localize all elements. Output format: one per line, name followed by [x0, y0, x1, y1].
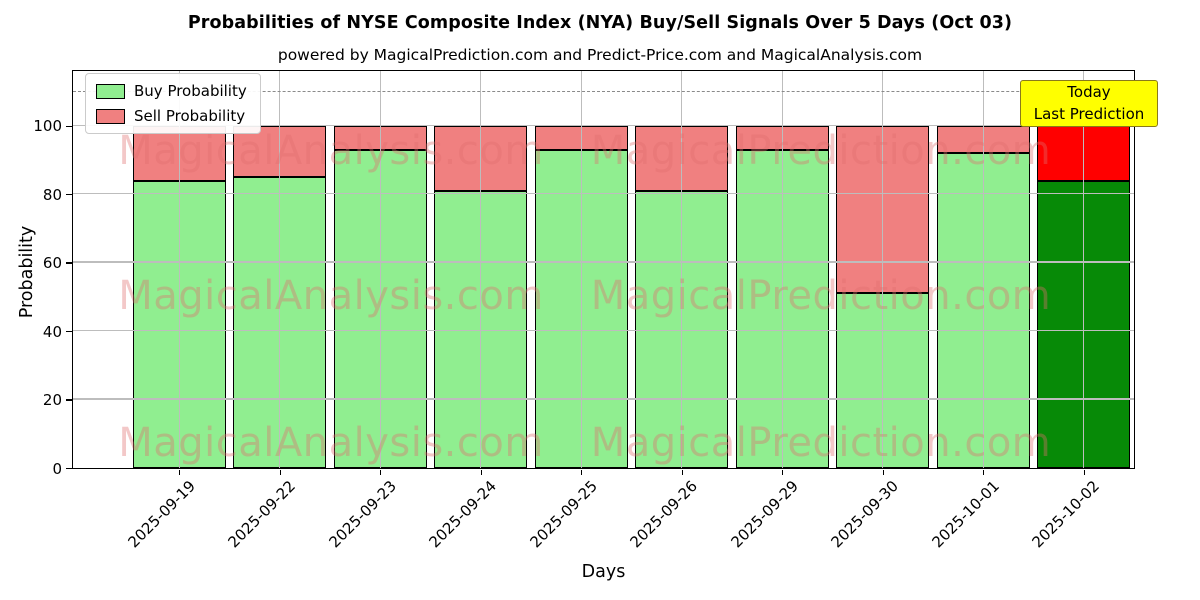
y-tick-label: 40 — [42, 322, 62, 341]
reference-dashed-line — [73, 90, 1134, 92]
chart-subtitle: powered by MagicalPrediction.com and Pre… — [277, 46, 923, 64]
y-axis-label: Probability — [17, 225, 37, 319]
x-gridline — [882, 71, 884, 468]
x-gridline — [781, 71, 783, 468]
legend-item-sell: Sell Probability — [96, 107, 247, 125]
today-annotation: Today Last Prediction — [1020, 80, 1158, 127]
y-tick-label: 80 — [42, 185, 62, 204]
watermark-text: MagicalPrediction.com — [590, 273, 1052, 319]
x-gridline — [1083, 71, 1085, 468]
watermark-text: MagicalPrediction.com — [590, 420, 1052, 466]
y-gridline — [73, 329, 1134, 332]
sell-color-swatch — [96, 108, 125, 124]
x-gridline — [178, 71, 180, 468]
plot-area: MagicalAnalysis.com MagicalPrediction.com… — [72, 70, 1135, 469]
watermark-text: MagicalPrediction.com — [590, 128, 1052, 174]
y-gridline — [73, 398, 1134, 400]
y-tick-mark — [66, 262, 72, 264]
x-gridline — [681, 71, 683, 468]
legend: Buy Probability Sell Probability — [85, 73, 261, 134]
x-tick-label: 2025-09-22 — [224, 477, 299, 552]
x-gridline — [480, 71, 482, 468]
y-tick-label: 0 — [52, 459, 62, 478]
x-tick-mark — [179, 470, 181, 475]
x-tick-mark — [882, 470, 884, 475]
x-tick-mark — [782, 470, 784, 475]
legend-label-buy: Buy Probability — [134, 82, 247, 100]
y-tick-label: 20 — [42, 391, 62, 410]
x-tick-label: 2025-09-24 — [425, 477, 500, 552]
y-tick-label: 100 — [33, 117, 62, 136]
x-tick-mark — [279, 470, 281, 475]
x-tick-mark — [581, 470, 583, 475]
y-tick-mark — [66, 467, 72, 470]
x-axis-label: Days — [581, 562, 626, 582]
y-gridline — [73, 124, 1134, 126]
x-gridline — [279, 71, 281, 468]
x-gridline — [982, 71, 984, 468]
x-tick-mark — [380, 470, 382, 475]
watermark-text: MagicalAnalysis.com — [118, 128, 544, 174]
x-tick-label: 2025-10-02 — [1028, 477, 1103, 552]
x-tick-label: 2025-09-30 — [827, 477, 902, 552]
y-tick-mark — [66, 399, 72, 401]
y-tick-mark — [66, 194, 72, 196]
y-tick-mark — [66, 330, 72, 333]
x-tick-label: 2025-09-23 — [325, 477, 400, 552]
chart-title: Probabilities of NYSE Composite Index (N… — [187, 13, 1013, 33]
x-tick-label: 2025-09-29 — [727, 477, 802, 552]
x-tick-mark — [983, 470, 985, 475]
x-gridline — [580, 71, 582, 468]
y-tick-label: 60 — [42, 254, 62, 273]
annotation-line1: Today — [1067, 82, 1111, 101]
x-gridline — [379, 71, 381, 468]
annotation-line2: Last Prediction — [1033, 104, 1145, 123]
y-gridline — [73, 193, 1134, 195]
x-tick-label: 2025-10-01 — [928, 477, 1003, 552]
legend-label-sell: Sell Probability — [134, 107, 246, 125]
watermark-text: MagicalAnalysis.com — [118, 273, 544, 319]
x-tick-label: 2025-09-25 — [526, 477, 601, 552]
x-tick-mark — [681, 470, 683, 475]
x-tick-mark — [480, 470, 482, 475]
watermark-text: MagicalAnalysis.com — [118, 420, 544, 466]
y-gridline — [73, 261, 1134, 263]
legend-item-buy: Buy Probability — [96, 82, 247, 100]
x-tick-label: 2025-09-26 — [626, 477, 701, 552]
x-tick-label: 2025-09-19 — [124, 477, 199, 552]
buy-color-swatch — [96, 83, 125, 99]
y-tick-mark — [66, 125, 72, 127]
x-tick-mark — [1083, 470, 1085, 475]
